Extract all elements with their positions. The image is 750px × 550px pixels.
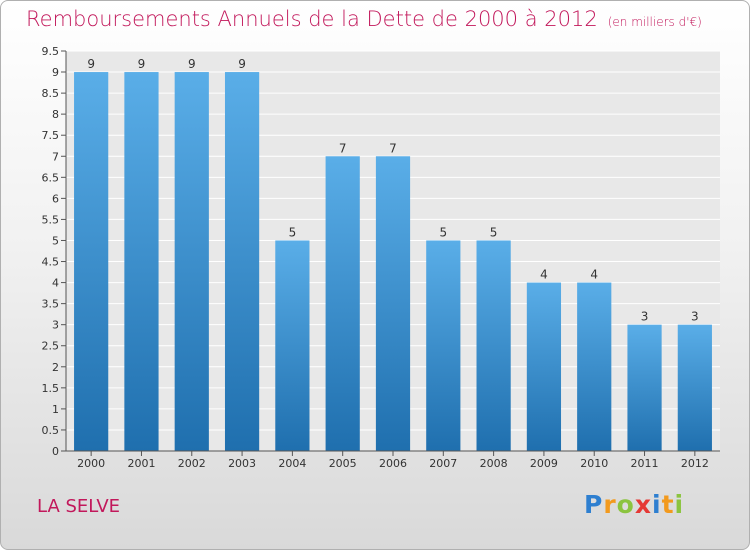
bar-value-label: 5 (289, 225, 297, 239)
bar (124, 72, 159, 451)
unit-note: (en milliers d'€) (607, 15, 702, 29)
title-text: Remboursements Annuels de la Dette de 20… (26, 7, 598, 31)
logo-letter: x (634, 490, 652, 519)
bar (174, 72, 209, 451)
bar-value-label: 9 (138, 57, 146, 71)
bar-value-label: 5 (439, 225, 447, 239)
x-tick-label: 2010 (580, 457, 608, 470)
y-tick-label: 9.5 (42, 45, 60, 58)
y-tick-label: 0 (52, 445, 59, 458)
y-tick-label: 8.5 (42, 87, 60, 100)
y-tick-label: 9 (52, 66, 59, 79)
bar (476, 240, 511, 451)
bar-value-label: 4 (540, 268, 548, 282)
logo-letter: P (584, 490, 604, 519)
y-tick-label: 8 (52, 108, 59, 121)
x-tick-label: 2008 (480, 457, 508, 470)
bar-value-label: 4 (590, 268, 598, 282)
proxiti-logo: Proxiti (584, 490, 684, 519)
bar (677, 324, 712, 451)
y-tick-label: 4.5 (42, 256, 60, 269)
y-tick-label: 6 (52, 192, 59, 205)
bar-value-label: 3 (691, 310, 699, 324)
bar-value-label: 7 (339, 141, 347, 155)
y-tick-label: 2 (52, 361, 59, 374)
bar (627, 324, 662, 451)
commune-name: LA SELVE (37, 496, 121, 517)
y-tick-label: 3 (52, 319, 59, 332)
bar (325, 156, 360, 451)
y-tick-label: 5.5 (42, 213, 60, 226)
y-tick-label: 7.5 (42, 129, 60, 142)
y-tick-label: 3.5 (42, 298, 60, 311)
x-tick-label: 2011 (631, 457, 659, 470)
bar-value-label: 9 (188, 57, 196, 71)
bar-value-label: 5 (490, 225, 498, 239)
y-tick-label: 1.5 (42, 382, 60, 395)
y-tick-label: 6.5 (42, 171, 60, 184)
bar (526, 282, 562, 451)
logo-letter: r (603, 490, 617, 519)
x-tick-label: 2002 (178, 457, 206, 470)
logo-letter: o (616, 490, 635, 519)
bar (577, 282, 612, 451)
y-tick-label: 2.5 (42, 340, 60, 353)
y-tick-label: 5 (52, 234, 59, 247)
bar (275, 240, 310, 451)
bar (74, 72, 109, 451)
y-tick-label: 0.5 (42, 424, 60, 437)
bars: 9 9 9 9 5 7 7 5 5 4 4 3 3 (74, 57, 712, 451)
x-tick-label: 2005 (329, 457, 357, 470)
x-tick-label: 2004 (278, 457, 306, 470)
x-tick-label: 2006 (379, 457, 407, 470)
y-tick-label: 1 (52, 403, 59, 416)
logo-letter: i (674, 490, 685, 519)
bar-value-label: 7 (389, 141, 397, 155)
bar (224, 72, 260, 451)
y-tick-label: 7 (52, 150, 59, 163)
bar-value-label: 9 (87, 57, 95, 71)
x-tick-label: 2009 (530, 457, 558, 470)
x-tick-label: 2001 (127, 457, 155, 470)
bar (375, 156, 411, 451)
bar (426, 240, 461, 451)
bar-value-label: 3 (641, 310, 649, 324)
bar-value-label: 9 (238, 57, 246, 71)
x-tick-label: 2000 (77, 457, 105, 470)
x-tick-label: 2007 (429, 457, 457, 470)
logo-letter: i (652, 490, 662, 519)
axes: 0 0.5 1 1.5 2 2.5 3 3.5 4 4.5 5 5.5 6 6.5 7 7.5 8 8.5 9 9.5… (42, 45, 720, 470)
x-tick-label: 2012 (681, 457, 709, 470)
logo-letter: t (661, 490, 675, 519)
chart-title: Remboursements Annuels de la Dette de 20… (26, 7, 702, 31)
x-tick-label: 2003 (228, 457, 256, 470)
y-tick-label: 4 (52, 277, 59, 290)
